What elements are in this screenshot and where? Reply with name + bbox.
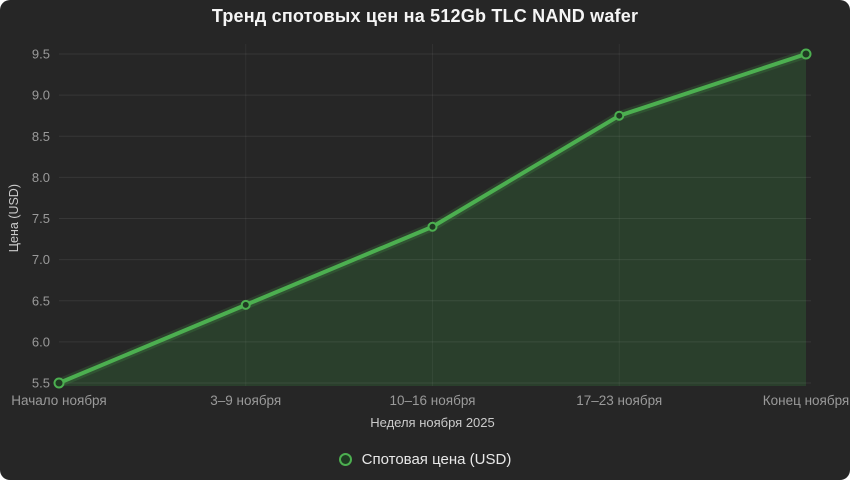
y-tick-label: 6.0 [32, 334, 50, 349]
y-tick-label: 9.5 [32, 47, 50, 62]
legend-marker-icon [338, 453, 352, 466]
x-tick-label: 10–16 ноября [390, 393, 476, 408]
y-axis-label: Цена (USD) [7, 184, 21, 253]
x-tick-label: 3–9 ноября [210, 393, 281, 408]
data-point-marker [240, 299, 251, 310]
data-point-marker [53, 377, 65, 389]
x-axis-label: Неделя ноября 2025 [370, 415, 495, 430]
legend: Спотовая цена (USD) [0, 451, 850, 468]
y-tick-label: 8.0 [32, 170, 50, 185]
chart-title: Тренд спотовых цен на 512Gb TLC NAND waf… [211, 6, 639, 26]
x-tick-label: Конец ноября [763, 393, 850, 408]
data-point-marker [614, 110, 625, 121]
y-tick-label: 7.5 [32, 211, 50, 226]
area-fill [59, 54, 806, 386]
x-tick-label: 17–23 ноября [576, 393, 662, 408]
data-point-marker [427, 221, 438, 232]
y-tick-label: 5.5 [32, 376, 50, 391]
y-tick-label: 6.5 [32, 293, 50, 308]
y-tick-label: 9.0 [32, 88, 50, 103]
x-tick-label: Начало ноября [11, 393, 106, 408]
y-tick-label: 8.5 [32, 129, 50, 144]
data-point-marker [800, 48, 812, 60]
y-tick-label: 7.0 [32, 252, 50, 267]
legend-label: Спотовая цена (USD) [361, 451, 512, 468]
